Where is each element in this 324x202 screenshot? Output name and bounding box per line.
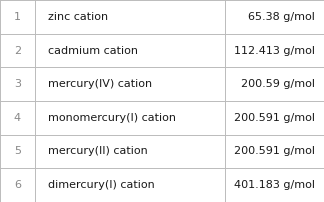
Text: 200.591 g/mol: 200.591 g/mol <box>234 113 315 123</box>
Text: monomercury(I) cation: monomercury(I) cation <box>48 113 176 123</box>
Text: 2: 2 <box>14 45 21 56</box>
Text: dimercury(I) cation: dimercury(I) cation <box>48 180 155 190</box>
Text: 112.413 g/mol: 112.413 g/mol <box>234 45 315 56</box>
Text: 4: 4 <box>14 113 21 123</box>
Text: mercury(II) cation: mercury(II) cation <box>48 146 148 157</box>
Text: mercury(IV) cation: mercury(IV) cation <box>48 79 152 89</box>
Text: 3: 3 <box>14 79 21 89</box>
Text: zinc cation: zinc cation <box>48 12 108 22</box>
Text: 401.183 g/mol: 401.183 g/mol <box>234 180 315 190</box>
Text: cadmium cation: cadmium cation <box>48 45 138 56</box>
Text: 5: 5 <box>14 146 21 157</box>
Text: 200.591 g/mol: 200.591 g/mol <box>234 146 315 157</box>
Text: 6: 6 <box>14 180 21 190</box>
Text: 1: 1 <box>14 12 21 22</box>
Text: 200.59 g/mol: 200.59 g/mol <box>241 79 315 89</box>
Text: 65.38 g/mol: 65.38 g/mol <box>248 12 315 22</box>
